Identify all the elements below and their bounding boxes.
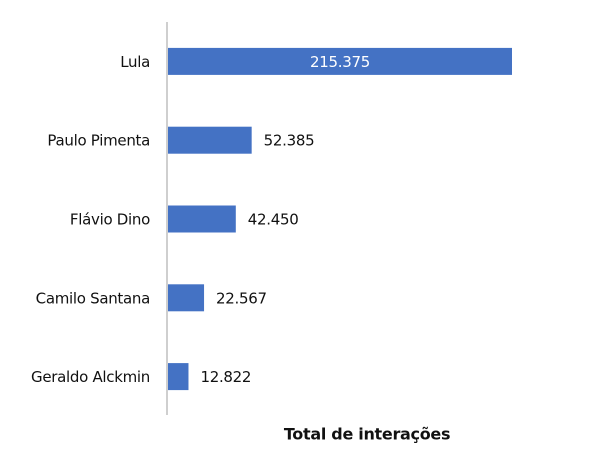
bar (168, 205, 236, 233)
x-axis-title: Total de interações (284, 425, 450, 444)
category-label: Geraldo Alckmin (31, 368, 150, 386)
category-label: Camilo Santana (36, 289, 150, 307)
value-label: 12.822 (200, 368, 251, 386)
value-label: 215.375 (310, 53, 370, 71)
category-label: Flávio Dino (70, 211, 150, 229)
bar (168, 284, 205, 312)
bar (168, 363, 189, 391)
value-label: 42.450 (248, 211, 299, 229)
value-label: 52.385 (264, 132, 315, 150)
category-label: Paulo Pimenta (47, 132, 150, 150)
bar (168, 47, 512, 75)
value-label: 22.567 (216, 289, 267, 307)
bar (168, 126, 252, 154)
category-label: Lula (120, 53, 150, 71)
